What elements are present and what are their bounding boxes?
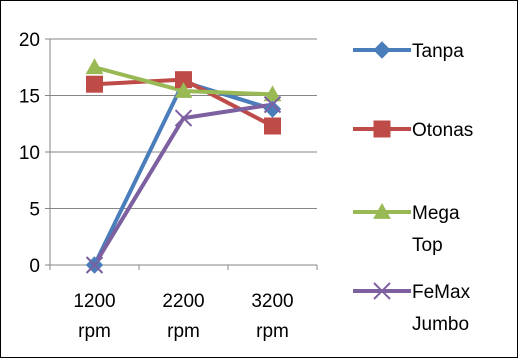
data-point-marker xyxy=(174,109,193,127)
legend-label: Jumbo xyxy=(412,314,469,335)
data-point-marker xyxy=(373,41,391,59)
x-tick-label: rpm xyxy=(256,321,289,342)
y-tick-label: 15 xyxy=(19,87,40,108)
series-markers xyxy=(85,58,282,274)
x-marker-stroke xyxy=(373,282,391,300)
legend-label: Otonas xyxy=(412,120,473,141)
legend-label: FeMax xyxy=(412,282,471,303)
data-point-marker xyxy=(174,81,193,98)
x-tick-label: 1200 xyxy=(73,291,115,312)
data-point-marker xyxy=(373,202,391,219)
legend-label: Top xyxy=(412,235,443,256)
legend: Tanpa Otonas Mega Top FeMax Jumbo xyxy=(353,41,473,335)
data-point-marker xyxy=(85,256,104,274)
x-marker-stroke xyxy=(263,95,282,114)
x-tick-label: 3200 xyxy=(251,291,293,312)
data-point-marker xyxy=(263,100,282,118)
data-point-marker xyxy=(86,75,103,93)
x-tick-label: 2200 xyxy=(162,291,204,312)
x-axis-ticks: 1200 rpm 2200 rpm 3200 rpm xyxy=(73,291,293,342)
x-marker-stroke xyxy=(85,256,104,274)
data-point-marker xyxy=(85,58,104,75)
x-tick-label: rpm xyxy=(78,321,111,342)
data-point-marker xyxy=(373,120,391,138)
line-chart: 0 5 10 15 20 1200 rpm 2200 rpm 3200 rpm Tanpa Oton… xyxy=(19,30,473,342)
y-tick-label: 5 xyxy=(29,200,40,221)
legend-label: Tanpa xyxy=(412,41,464,62)
y-axis-ticks: 0 5 10 15 20 xyxy=(19,30,40,277)
x-marker-stroke xyxy=(174,109,193,127)
y-tick-label: 10 xyxy=(19,143,40,164)
data-point-marker xyxy=(373,282,391,300)
data-point-marker xyxy=(264,117,281,135)
series-line xyxy=(92,102,275,267)
data-point-marker xyxy=(263,85,282,102)
x-tick-label: rpm xyxy=(167,321,200,342)
data-point-marker xyxy=(263,95,282,114)
y-tick-label: 0 xyxy=(29,256,40,277)
legend-label: Mega xyxy=(412,203,460,224)
y-tick-label: 20 xyxy=(19,30,40,51)
